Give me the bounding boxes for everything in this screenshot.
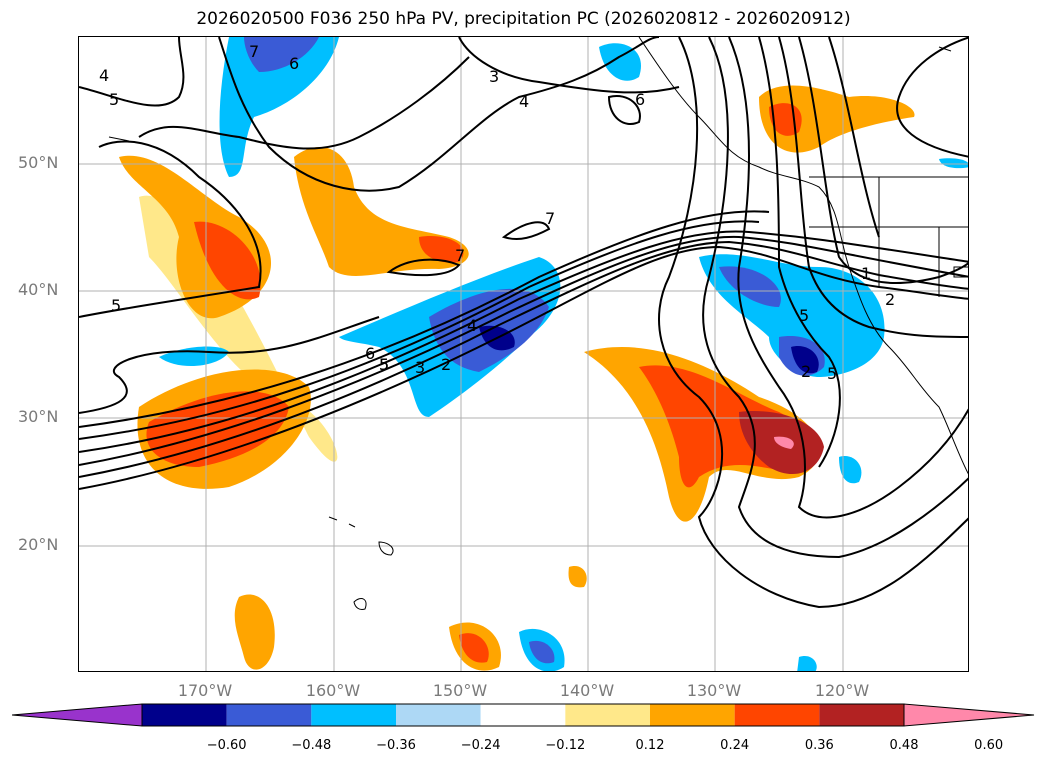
colorbar-tick-label: 0.24 bbox=[720, 738, 750, 753]
colorbar-tick-label: 0.48 bbox=[889, 738, 919, 753]
contour-label: 2 bbox=[885, 290, 895, 309]
contour-labels: 7 6 5 4 3 4 6 5 7 7 5 6 5 3 2 4 1 2 5 2 … bbox=[99, 42, 895, 383]
contour-label: 7 bbox=[455, 246, 465, 265]
colorbar-tick-label: −0.60 bbox=[206, 738, 247, 753]
lon-label-140w: 140°W bbox=[559, 681, 615, 700]
contour-label: 4 bbox=[519, 92, 529, 111]
contour-label: 5 bbox=[799, 306, 809, 325]
lon-label-130w: 130°W bbox=[686, 681, 742, 700]
map-title: 2026020500 F036 250 hPa PV, precipitatio… bbox=[196, 9, 851, 29]
precip-positive-areas bbox=[119, 85, 915, 671]
lon-label-150w: 150°W bbox=[432, 681, 488, 700]
contour-label: 5 bbox=[109, 90, 119, 109]
coastlines bbox=[108, 37, 968, 610]
lon-label-160w: 160°W bbox=[305, 681, 361, 700]
colorbar-tick-label: 0.36 bbox=[804, 738, 834, 753]
colorbar-bin bbox=[650, 704, 735, 726]
contour-label: 3 bbox=[489, 67, 499, 86]
lon-label-170w: 170°W bbox=[177, 681, 233, 700]
colorbar-bin bbox=[819, 704, 904, 726]
contour-label: 5 bbox=[379, 355, 389, 374]
colorbar-tick-label: −0.12 bbox=[545, 738, 586, 753]
lat-label-40n: 40°N bbox=[18, 280, 59, 299]
pv-contours bbox=[79, 37, 968, 609]
colorbar-bin bbox=[226, 704, 312, 726]
colorbar bbox=[12, 703, 1035, 727]
contour-label: 5 bbox=[827, 364, 837, 383]
colorbar-tick-label: −0.36 bbox=[376, 738, 416, 753]
contour-label: 4 bbox=[99, 66, 109, 85]
contour-label: 6 bbox=[365, 344, 375, 363]
contour-label: 5 bbox=[379, 355, 389, 374]
colorbar-bin bbox=[396, 704, 481, 726]
contour-label: 7 bbox=[545, 209, 555, 228]
colorbar-bin bbox=[734, 704, 820, 726]
contour-label: 6 bbox=[635, 90, 645, 109]
contour-label: 2 bbox=[801, 362, 811, 381]
colorbar-tick-label: 0.12 bbox=[635, 738, 665, 753]
lon-label-120w: 120°W bbox=[814, 681, 870, 700]
map-panel: 7 6 5 4 3 4 6 5 7 7 5 6 5 3 2 4 1 2 5 2 … bbox=[78, 36, 969, 672]
contour-label: 3 bbox=[415, 358, 425, 377]
contour-label: 1 bbox=[861, 264, 871, 283]
colorbar-tick-label: −0.24 bbox=[460, 738, 501, 753]
colorbar-extend-min bbox=[12, 703, 143, 727]
colorbar-segments bbox=[12, 703, 1035, 727]
contour-label: 4 bbox=[467, 316, 477, 335]
colorbar-bin bbox=[565, 704, 650, 726]
lat-label-20n: 20°N bbox=[18, 535, 59, 554]
contour-label: 5 bbox=[111, 296, 121, 315]
contour-label: 6 bbox=[289, 54, 299, 73]
contour-label: 2 bbox=[441, 355, 451, 374]
contour-label: 7 bbox=[249, 42, 259, 61]
colorbar-tick-label: −0.48 bbox=[291, 738, 332, 753]
colorbar-bin bbox=[480, 704, 566, 726]
colorbar-extend-max bbox=[903, 703, 1035, 727]
lat-label-30n: 30°N bbox=[18, 407, 59, 426]
colorbar-bin bbox=[311, 704, 396, 726]
colorbar-tick-label: 0.60 bbox=[974, 738, 1004, 753]
map-canvas: 7 6 5 4 3 4 6 5 7 7 5 6 5 3 2 4 1 2 5 2 … bbox=[79, 37, 968, 671]
colorbar-bin bbox=[142, 704, 227, 726]
lat-label-50n: 50°N bbox=[18, 153, 59, 172]
